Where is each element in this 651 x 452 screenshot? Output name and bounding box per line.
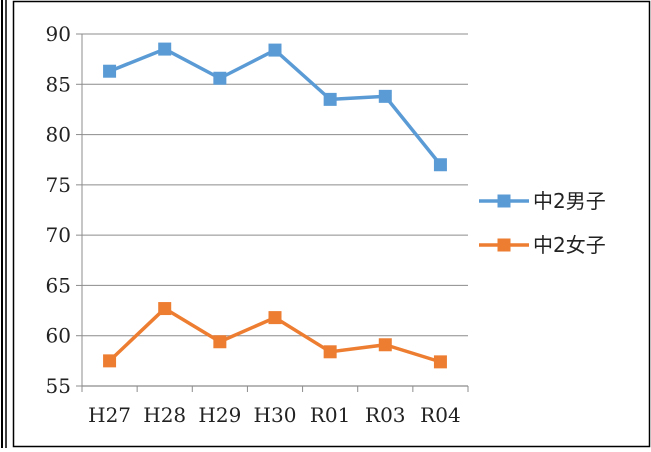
- x-tick-label: H30: [254, 403, 297, 427]
- legend-label: 中2女子: [533, 233, 606, 257]
- y-tick-label: 80: [46, 123, 71, 147]
- data-point-marker: [323, 92, 337, 106]
- y-tick-label: 85: [46, 72, 71, 96]
- y-tick-label: 60: [46, 324, 71, 348]
- data-point-marker: [213, 335, 227, 349]
- chart-border: [12, 0, 651, 448]
- data-point-marker: [268, 43, 282, 57]
- data-point-marker: [433, 355, 447, 369]
- grid-layer: [82, 33, 468, 337]
- x-tick-label: H29: [198, 403, 241, 427]
- y-tick-label: 75: [46, 173, 71, 197]
- data-point-marker: [158, 42, 172, 56]
- x-tick-label: R04: [420, 403, 461, 427]
- x-tick-label: R01: [310, 403, 351, 427]
- y-tick-label: 65: [46, 273, 71, 297]
- x-tick-label: R03: [365, 403, 406, 427]
- y-tick-label: 55: [46, 374, 71, 398]
- y-tick-label: 90: [46, 22, 71, 46]
- series-layer: [103, 42, 447, 369]
- data-point-marker: [323, 345, 337, 359]
- data-point-marker: [103, 64, 117, 78]
- legend-label: 中2男子: [533, 189, 606, 213]
- axis-layer: 55 60 65 70 75 80 85 90 H27 H28 H29 H30 R01 R03 R04: [46, 22, 469, 427]
- data-point-marker: [378, 89, 392, 103]
- x-tick-label: H27: [88, 403, 131, 427]
- data-point-marker: [103, 354, 117, 368]
- data-point-marker: [158, 302, 172, 316]
- data-point-marker: [378, 338, 392, 352]
- data-point-marker: [433, 158, 447, 172]
- y-tick-label: 70: [46, 223, 71, 247]
- legend-marker: [497, 194, 511, 208]
- data-point-marker: [268, 311, 282, 325]
- data-point-marker: [213, 71, 227, 85]
- legend-marker: [497, 238, 511, 252]
- x-tick-label: H28: [143, 403, 186, 427]
